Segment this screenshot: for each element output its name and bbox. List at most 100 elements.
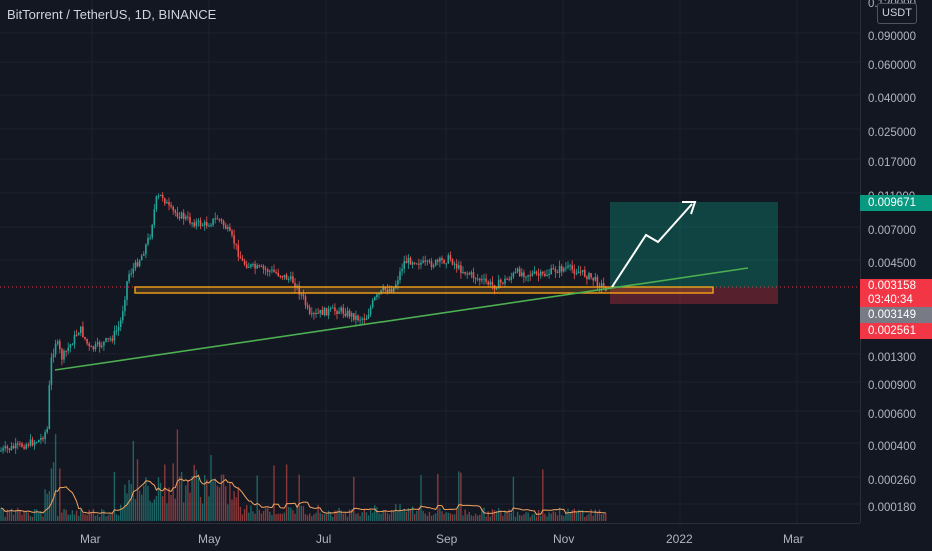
volume-bar <box>57 515 59 521</box>
volume-bar <box>300 505 302 521</box>
candle-body <box>277 272 279 276</box>
volume-bar <box>59 468 61 521</box>
volume-bar <box>36 509 38 521</box>
volume-bar <box>33 509 36 521</box>
volume-bar <box>451 514 454 521</box>
volume-bar <box>380 513 382 521</box>
candle-body <box>25 444 27 449</box>
candle-body <box>521 272 523 276</box>
volume-bar <box>6 509 8 521</box>
candle-body <box>159 194 162 196</box>
volume-bar <box>101 509 103 521</box>
candle-body <box>508 279 510 281</box>
volume-bar <box>332 516 334 521</box>
candle-body <box>195 221 198 227</box>
volume-bar <box>252 511 254 521</box>
volume-bar <box>397 511 399 521</box>
volume-bar <box>588 513 590 521</box>
volume-bar <box>542 469 544 521</box>
candle-body <box>128 274 130 282</box>
candle-body <box>302 294 305 297</box>
candle-body <box>82 326 84 338</box>
volume-bar <box>603 513 605 521</box>
chart-canvas[interactable] <box>0 0 860 523</box>
volume-bar <box>502 515 504 521</box>
volume-bar <box>96 514 99 521</box>
volume-bar <box>94 515 97 521</box>
candle-body <box>533 271 536 274</box>
volume-bar <box>445 512 447 521</box>
candle-body <box>460 265 462 273</box>
time-axis[interactable]: Mar May Jul Sep Nov 2022 Mar <box>0 523 860 551</box>
volume-bar <box>321 514 323 521</box>
volume-bar <box>388 514 391 521</box>
volume-bar <box>195 470 197 521</box>
volume-bar <box>376 507 378 521</box>
volume-bar <box>432 514 435 521</box>
candle-body <box>516 268 519 272</box>
candle-body <box>12 446 15 449</box>
candle-body <box>502 282 504 284</box>
volume-bar <box>157 477 160 521</box>
volume-bar <box>12 514 15 521</box>
volume-bar <box>44 489 46 521</box>
candle-body <box>210 224 212 226</box>
candle-body <box>191 222 193 224</box>
volume-bar <box>563 516 565 521</box>
volume-bar <box>27 512 29 521</box>
candle-body <box>527 275 529 277</box>
volume-bar <box>172 463 174 521</box>
candle-body <box>168 201 170 206</box>
candle-body <box>119 320 122 327</box>
volume-bar <box>304 513 307 521</box>
volume-bar <box>78 515 80 521</box>
candle-body <box>233 235 235 244</box>
volume-bar <box>470 515 473 521</box>
candle-body <box>61 349 63 360</box>
currency-button[interactable]: USDT <box>877 3 917 24</box>
volume-bar <box>52 462 55 521</box>
volume-bar <box>493 510 496 521</box>
candle-body <box>40 437 42 440</box>
price-axis[interactable] <box>860 0 932 523</box>
volume-bar <box>254 513 256 521</box>
candle-body <box>437 259 439 262</box>
candle-body <box>220 219 223 221</box>
volume-bar <box>174 498 176 521</box>
volume-bar <box>447 512 449 521</box>
volume-bar <box>212 481 214 521</box>
candle-body <box>363 318 366 321</box>
volume-bar <box>456 508 458 521</box>
candle-body <box>346 310 349 317</box>
volume-bar <box>405 511 407 521</box>
volume-bar <box>365 512 368 521</box>
symbol-title[interactable]: BitTorrent / TetherUS, 1D, BINANCE <box>7 7 217 22</box>
volume-bar <box>544 513 546 521</box>
candle-body <box>275 271 277 273</box>
candle-body <box>229 227 231 231</box>
candle-body <box>143 254 145 256</box>
volume-bar <box>292 510 294 521</box>
candle-body <box>344 313 347 317</box>
candle-body <box>260 266 263 268</box>
price-tick-label: 0.004500 <box>868 258 916 270</box>
candle-body <box>365 318 368 321</box>
volume-bar <box>269 511 271 521</box>
candle-body <box>371 300 374 308</box>
candle-body <box>124 299 126 312</box>
volume-bar <box>201 503 204 521</box>
volume-bar <box>176 429 179 521</box>
candle-body <box>565 267 567 269</box>
volume-bar <box>267 508 269 521</box>
candle-body <box>512 272 515 277</box>
candle-body <box>271 269 273 271</box>
volume-bar <box>460 472 462 521</box>
candle-body <box>140 255 143 261</box>
volume-bar <box>208 496 210 521</box>
volume-bar <box>348 509 351 521</box>
volume-bar <box>479 514 481 521</box>
candle-body <box>451 259 454 265</box>
volume-bar <box>90 511 92 521</box>
candle-body <box>472 272 475 278</box>
candle-body <box>441 258 443 261</box>
